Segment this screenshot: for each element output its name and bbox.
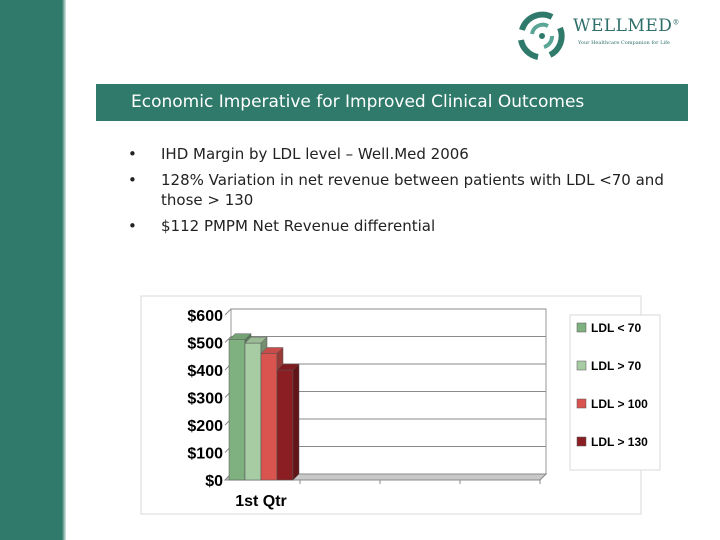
logo-wordmark: WELLMED® <box>573 16 680 36</box>
bar-ldl-100 <box>260 353 278 481</box>
y-tick-label: $400 <box>187 363 223 380</box>
bullet-list: • IHD Margin by LDL level – Well.Med 2006… <box>128 144 688 242</box>
y-tick-label: $500 <box>187 336 223 353</box>
logo-tagline: Your Healthcare Companion for Life <box>578 40 670 46</box>
y-tick-label: $600 <box>187 308 223 325</box>
bullet-item: • $112 PMPM Net Revenue differential <box>128 217 436 235</box>
y-tick-label: $200 <box>187 418 223 435</box>
bar-ldl-70 <box>228 339 246 481</box>
bullet-dot-icon: • <box>128 217 137 235</box>
legend-label: LDL > 100 <box>591 397 648 411</box>
bullet-dot-icon: • <box>128 145 137 163</box>
bar-ldl-130 <box>276 369 294 481</box>
y-tick-label: $0 <box>205 473 223 490</box>
slide-title: Economic Imperative for Improved Clinica… <box>96 84 688 121</box>
bullet-item: • 128% Variation in net revenue between p… <box>128 171 664 209</box>
bar-side-face <box>292 363 300 481</box>
left-sidebar-band <box>0 0 62 540</box>
legend-label: LDL > 70 <box>591 359 641 373</box>
bullet-dot-icon: • <box>128 171 137 189</box>
ldl-margin-bar-chart: $0 $100 $200 $300 $400 $500 $600 1st Qtr LDL < 7… <box>140 295 661 515</box>
bullet-item: • IHD Margin by LDL level – Well.Med 2006 <box>128 145 469 163</box>
legend-swatch <box>576 436 587 447</box>
sidebar-gradient-edge <box>62 0 66 540</box>
y-tick-label: $300 <box>187 391 223 408</box>
y-tick-label: $100 <box>187 446 223 463</box>
legend-swatch <box>576 398 587 409</box>
wellmed-logo-icon <box>518 11 566 60</box>
gridline-depth <box>224 336 232 343</box>
bar-ldl-70 <box>244 342 262 481</box>
x-category-label: 1st Qtr <box>235 493 287 510</box>
gridline-depth <box>224 308 232 316</box>
legend-swatch <box>576 322 587 333</box>
legend-swatch <box>576 360 587 371</box>
legend-label: LDL > 130 <box>591 435 648 449</box>
legend-label: LDL < 70 <box>591 321 641 335</box>
